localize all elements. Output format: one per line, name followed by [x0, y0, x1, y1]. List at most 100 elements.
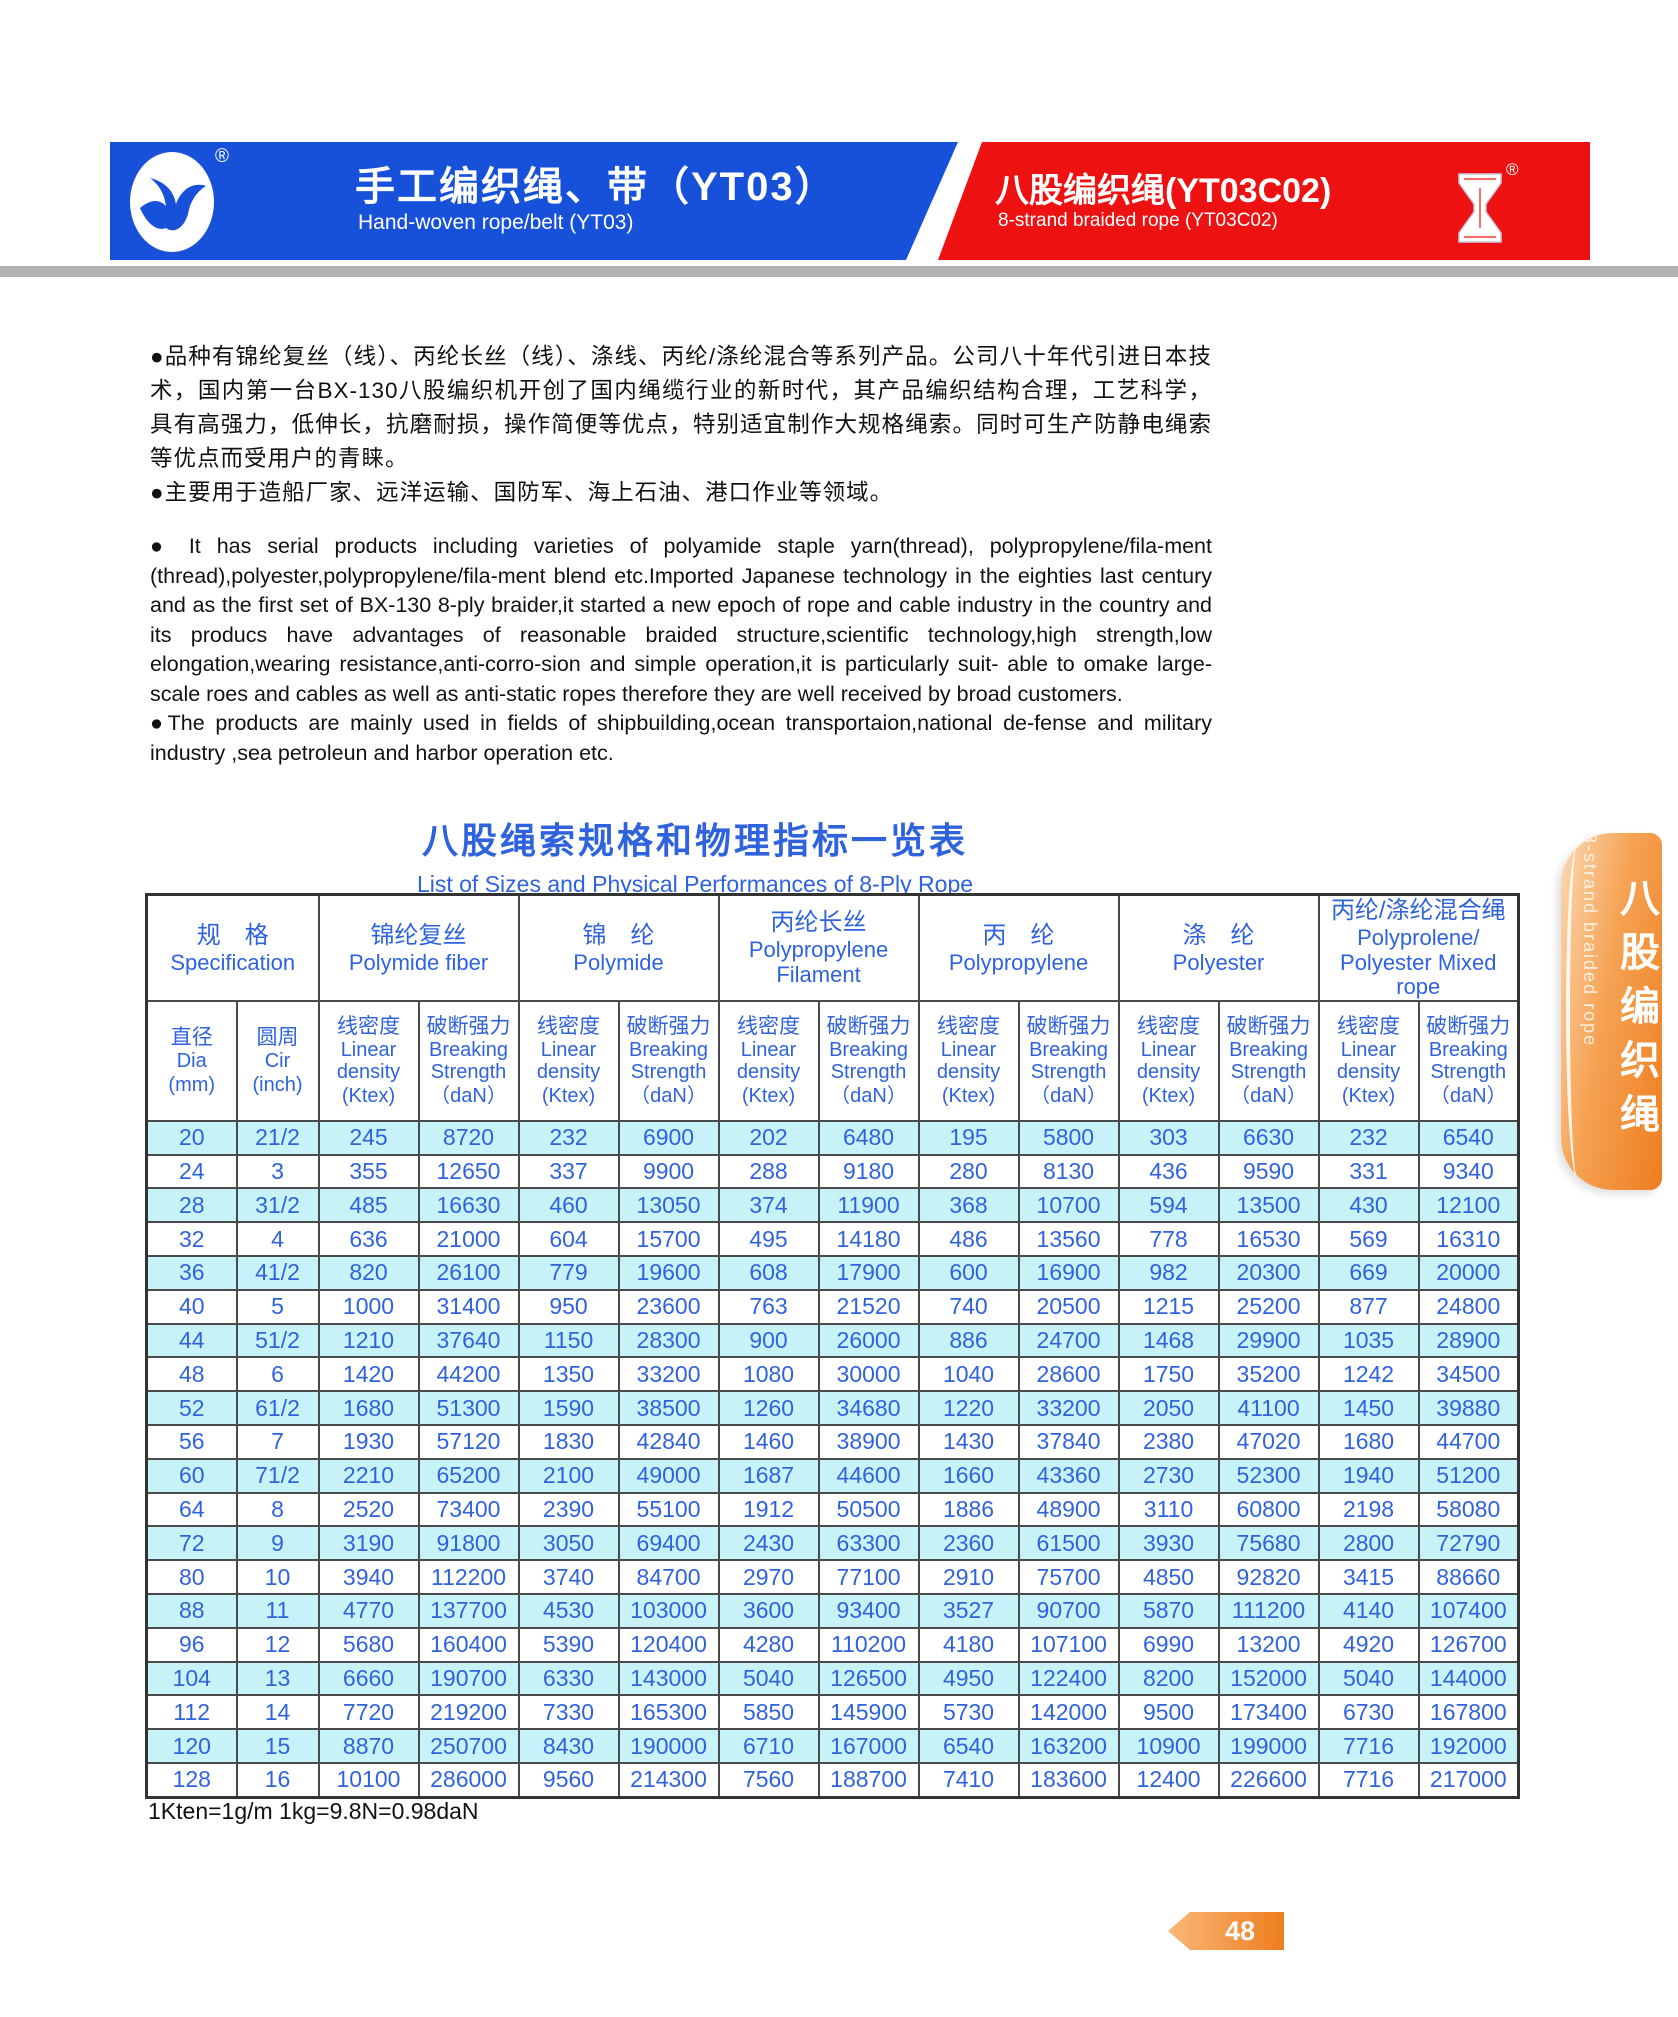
table-cell: 982 — [1117, 1255, 1220, 1291]
table-cell: 28900 — [1417, 1322, 1520, 1359]
header-label-en: Specification — [170, 949, 296, 975]
table-cell: 10700 — [1017, 1187, 1120, 1224]
table-cell: 436 — [1117, 1153, 1220, 1190]
table-cell: 7716 — [1317, 1728, 1420, 1765]
table-cell: 10900 — [1117, 1728, 1220, 1765]
table-cell: 8130 — [1017, 1153, 1120, 1190]
subheader-label-zh: 圆周 — [256, 1026, 299, 1050]
subheader-label-en: Breaking Strength — [829, 1039, 908, 1084]
header-label-zh: 涤 纶 — [1182, 921, 1255, 949]
table-cell: 13 — [235, 1660, 320, 1697]
table-cell: 3600 — [717, 1593, 820, 1629]
table-cell: 160400 — [417, 1626, 520, 1663]
table-cell: 877 — [1317, 1288, 1420, 1325]
table-row: 32 4 636 21000 604 15700 495 14180 486 13560 778 16… — [145, 1221, 1520, 1258]
side-tab-8-strand-braided-rope[interactable]: 8-strand braided rope 八股编织绳 — [1561, 833, 1662, 1190]
subheader-cell-linear-density-3: 线密度 Linear density (Ktex) — [917, 999, 1020, 1122]
table-row: 96 12 5680 160400 5390 120400 4280 110200 4180 10… — [145, 1626, 1520, 1663]
table-cell: 2730 — [1117, 1457, 1220, 1494]
subheader-label-en: Breaking Strength — [429, 1039, 508, 1084]
table-cell: 1040 — [917, 1356, 1020, 1393]
table-cell: 286000 — [417, 1762, 520, 1799]
table-cell: 2910 — [917, 1559, 1020, 1596]
header-row-groups: 规 格 Specification 锦纶复丝 Polymide fiber 锦 纶 Pol… — [145, 893, 1520, 1002]
table-cell: 900 — [717, 1322, 820, 1359]
table-cell: 77100 — [817, 1559, 920, 1596]
table-cell: 19600 — [617, 1255, 720, 1291]
subheader-cell-cir: 圆周 Cir (inch) — [235, 999, 320, 1122]
table-cell: 28300 — [617, 1322, 720, 1359]
table-cell: 72790 — [1417, 1525, 1520, 1562]
table-cell: 20500 — [1017, 1288, 1120, 1325]
page-number: 48 — [1224, 1915, 1256, 1946]
table-cell: 600 — [917, 1255, 1020, 1291]
table-cell: 17900 — [817, 1255, 920, 1291]
subheader-label-en: Linear density — [536, 1039, 601, 1084]
table-cell: 33200 — [1017, 1390, 1120, 1427]
table-cell: 368 — [917, 1187, 1020, 1224]
table-cell: 23600 — [617, 1288, 720, 1325]
table-cell: 1000 — [317, 1288, 420, 1325]
subheader-unit: （daN） — [630, 1084, 707, 1107]
table-cell: 16530 — [1217, 1221, 1320, 1258]
table-cell: 604 — [517, 1221, 620, 1258]
table-cell: 24700 — [1017, 1322, 1120, 1359]
table-cell: 91800 — [417, 1525, 520, 1562]
table-cell: 44200 — [417, 1356, 520, 1393]
table-cell: 8430 — [517, 1728, 620, 1765]
table-cell: 6330 — [517, 1660, 620, 1697]
table-cell: 331 — [1317, 1153, 1420, 1190]
subheader-cell-linear-density-0: 线密度 Linear density (Ktex) — [317, 999, 420, 1122]
table-cell: 64 — [145, 1491, 238, 1528]
table-cell: 21520 — [817, 1288, 920, 1325]
table-cell: 144000 — [1417, 1660, 1520, 1697]
table-cell: 71/2 — [235, 1457, 320, 1494]
header-cell-material-2: 丙纶长丝 Polypropylene Filament — [717, 893, 920, 1002]
table-cell: 245 — [317, 1119, 420, 1156]
header-label-zh: 规 格 — [196, 921, 269, 949]
table-cell: 43360 — [1017, 1457, 1120, 1494]
table-cell: 1220 — [917, 1390, 1020, 1427]
table-cell: 7716 — [1317, 1762, 1420, 1799]
table-cell: 3527 — [917, 1593, 1020, 1629]
table-cell: 145900 — [817, 1694, 920, 1731]
table-row: 20 21/2 245 8720 232 6900 202 6480 195 5800 303 663… — [145, 1119, 1520, 1156]
table-cell: 88660 — [1417, 1559, 1520, 1596]
table-row: 128 16 10100 286000 9560 214300 7560 188700 7410… — [145, 1762, 1520, 1799]
table-cell: 217000 — [1417, 1762, 1520, 1799]
table-cell: 28600 — [1017, 1356, 1120, 1393]
subheader-label-zh: 破断强力 — [1026, 1014, 1111, 1038]
table-cell: 2970 — [717, 1559, 820, 1596]
table-cell: 20300 — [1217, 1255, 1320, 1291]
table-cell: 2198 — [1317, 1491, 1420, 1528]
table-cell: 374 — [717, 1187, 820, 1224]
table-cell: 28 — [145, 1187, 238, 1224]
table-row: 36 41/2 820 26100 779 19600 608 17900 600 16900 98… — [145, 1255, 1520, 1291]
table-cell: 486 — [917, 1221, 1020, 1258]
table-cell: 9 — [235, 1525, 320, 1562]
table-cell: 13500 — [1217, 1187, 1320, 1224]
table-cell: 55100 — [617, 1491, 720, 1528]
table-cell: 195 — [917, 1119, 1020, 1156]
subheader-cell-breaking-strength-5: 破断强力 Breaking Strength （daN） — [1417, 999, 1520, 1122]
header-label-en: Polyprolene/ Polyester Mixed rope — [1340, 925, 1497, 1000]
table-cell: 3940 — [317, 1559, 420, 1596]
table-cell: 7720 — [317, 1694, 420, 1731]
table-cell: 1450 — [1317, 1390, 1420, 1427]
table-cell: 3110 — [1117, 1491, 1220, 1528]
subheader-cell-linear-density-4: 线密度 Linear density (Ktex) — [1117, 999, 1220, 1122]
table-cell: 26100 — [417, 1255, 520, 1291]
table-cell: 49000 — [617, 1457, 720, 1494]
table-cell: 93400 — [817, 1593, 920, 1629]
table-cell: 104 — [145, 1660, 238, 1697]
subheader-label-zh: 线密度 — [1137, 1014, 1201, 1038]
table-row: 112 14 7720 219200 7330 165300 5850 145900 5730 1… — [145, 1694, 1520, 1731]
subheader-unit: (inch) — [252, 1073, 303, 1096]
table-cell: 1260 — [717, 1390, 820, 1427]
subheader-label-zh: 线密度 — [337, 1014, 400, 1038]
table-cell: 4950 — [917, 1660, 1020, 1697]
registered-mark-icon: ® — [215, 146, 229, 167]
subheader-cell-linear-density-1: 线密度 Linear density (Ktex) — [517, 999, 620, 1122]
table-cell: 5850 — [717, 1694, 820, 1731]
table-cell: 1830 — [517, 1424, 620, 1460]
